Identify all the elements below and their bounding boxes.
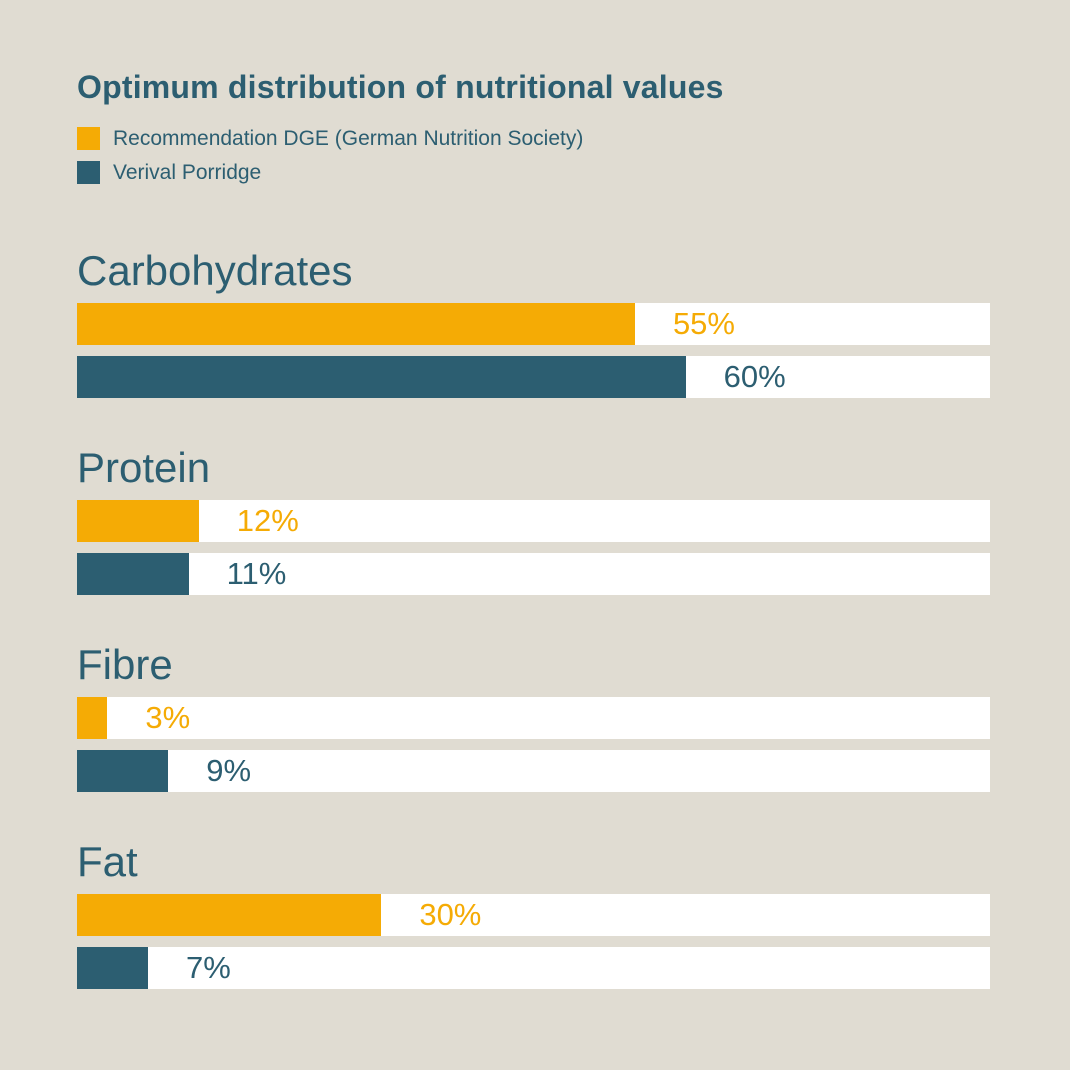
bar-fill-verival (77, 947, 148, 989)
legend-item-verival: Verival Porridge (77, 161, 990, 184)
bar-row-verival: 60% (77, 356, 990, 398)
bar-row-dge: 3% (77, 697, 990, 739)
category-label: Fat (77, 838, 138, 885)
legend-label-dge: Recommendation DGE (German Nutrition Soc… (113, 127, 584, 150)
legend: Recommendation DGE (German Nutrition Soc… (77, 127, 990, 184)
chart-title: Optimum distribution of nutritional valu… (77, 69, 724, 105)
bar-fill-dge (77, 894, 382, 936)
bar-fill-dge (77, 303, 635, 345)
bar-row-verival: 7% (77, 947, 990, 989)
category-label: Protein (77, 444, 211, 491)
bar-row-dge: 12% (77, 500, 990, 542)
bar-fill-dge (77, 697, 108, 739)
bar-value-verival: 11% (226, 556, 287, 591)
bar-value-dge: 12% (236, 503, 299, 538)
bar-row-verival: 9% (77, 750, 990, 792)
legend-item-dge: Recommendation DGE (German Nutrition Soc… (77, 127, 990, 150)
category-group-protein: Protein 12% 11% (77, 444, 990, 595)
category-label: Carbohydrates (77, 247, 353, 294)
bar-value-dge: 30% (419, 897, 482, 932)
category-group-fibre: Fibre 3% 9% (77, 641, 990, 792)
bar-fill-dge (77, 500, 199, 542)
legend-swatch-dge (77, 127, 100, 150)
category-label: Fibre (77, 641, 173, 688)
legend-swatch-verival (77, 161, 100, 184)
category-group-fat: Fat 30% 7% (77, 838, 990, 989)
bar-value-verival: 9% (206, 753, 252, 788)
bar-value-dge: 55% (672, 306, 735, 341)
bar-value-verival: 60% (723, 359, 786, 394)
bar-fill-verival (77, 356, 686, 398)
bar-value-verival: 7% (186, 950, 231, 985)
bar-fill-verival (77, 553, 189, 595)
bar-value-dge: 3% (145, 700, 191, 735)
bar-row-dge: 30% (77, 894, 990, 936)
legend-label-verival: Verival Porridge (113, 161, 262, 184)
category-group-carbohydrates: Carbohydrates 55% 60% (77, 247, 990, 398)
bar-fill-verival (77, 750, 169, 792)
bar-row-verival: 11% (77, 553, 990, 595)
bar-row-dge: 55% (77, 303, 990, 345)
